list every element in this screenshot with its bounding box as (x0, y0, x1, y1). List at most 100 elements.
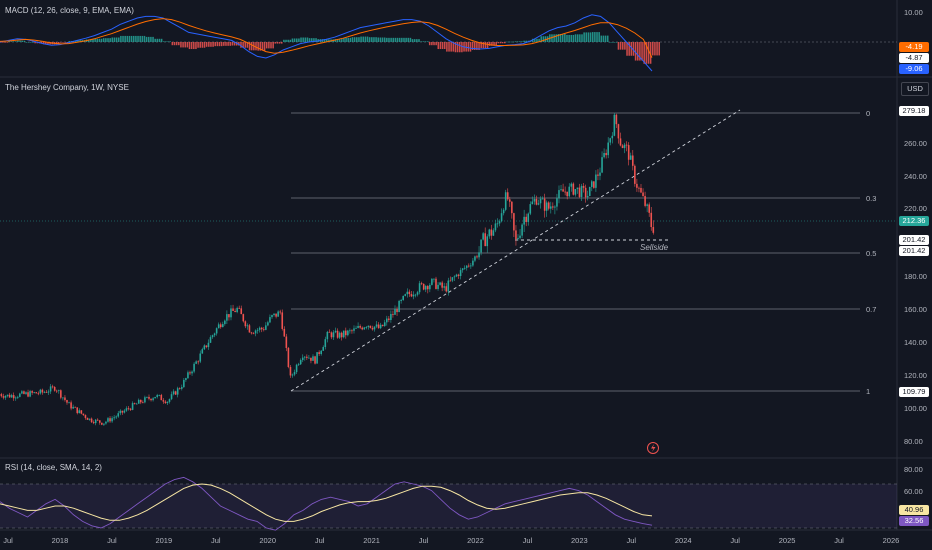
candle-body (472, 260, 474, 266)
candle-body (76, 407, 79, 414)
candle-body (178, 388, 181, 390)
candle-body (0, 394, 3, 397)
macd-histogram-bar (10, 41, 13, 42)
currency-button[interactable]: USD (901, 82, 929, 96)
last-price-badge: 212.36 (899, 216, 929, 226)
candle-body (273, 313, 275, 316)
candle-body (408, 291, 411, 295)
price-axis-label: 80.00 (904, 437, 923, 446)
candle-body (545, 202, 548, 211)
macd-histogram-bar (92, 39, 94, 42)
macd-histogram-bar (141, 35, 144, 42)
time-axis-label: 2026 (883, 536, 900, 545)
macd-title[interactable]: MACD (12, 26, close, 9, EMA, EMA) (5, 6, 134, 15)
symbol-title[interactable]: The Hershey Company, 1W, NYSE (5, 83, 129, 92)
macd-histogram-bar (79, 40, 81, 42)
candle-body (320, 350, 322, 354)
time-axis-label: Jul (834, 536, 844, 545)
candle-body (230, 308, 232, 318)
candle-body (379, 324, 382, 329)
candle-body (168, 399, 171, 402)
candle-body (383, 322, 386, 327)
macd-histogram-bar (182, 42, 184, 48)
candle-body (57, 390, 60, 392)
macd-histogram-bar (394, 37, 397, 42)
macd-histogram-bar (407, 37, 410, 42)
macd-histogram-bar (508, 41, 510, 43)
macd-histogram-bar (310, 38, 313, 42)
macd-histogram-bar (579, 34, 581, 42)
macd-histogram-bar (379, 37, 382, 42)
macd-histogram-bar (218, 42, 221, 47)
candle-body (381, 324, 384, 327)
candle-body (599, 172, 601, 176)
macd-histogram-bar (45, 42, 47, 45)
macd-histogram-bar (443, 42, 446, 50)
candle-body (338, 332, 341, 338)
macd-histogram-bar (568, 34, 570, 42)
candle-body (234, 310, 236, 313)
candle-body (400, 299, 402, 301)
candle-body (119, 410, 122, 414)
candle-body (21, 391, 23, 394)
macd-histogram-bar (188, 42, 191, 50)
flash-icon-bolt (651, 444, 656, 452)
candle-body (433, 278, 435, 280)
time-axis-label: Jul (730, 536, 740, 545)
macd-histogram-bar (220, 42, 223, 47)
sellside-price-badge-a: 201.42 (899, 235, 929, 245)
candle-body (137, 399, 140, 404)
candle-body (476, 256, 478, 258)
macd-histogram-bar (105, 38, 107, 42)
candle-body (416, 292, 419, 295)
candle-body (275, 313, 277, 317)
candle-body (103, 423, 105, 425)
macd-histogram-bar (270, 42, 272, 49)
macd-histogram-bar (499, 42, 502, 44)
macd-histogram-bar (409, 37, 412, 42)
candle-body (334, 330, 337, 333)
macd-histogram-bar (585, 32, 588, 42)
macd-histogram-bar (428, 42, 431, 46)
macd-histogram-bar (90, 39, 92, 42)
macd-histogram-bar (336, 39, 339, 42)
candle-body (369, 325, 372, 328)
rsi-sma-badge: 40.96 (899, 505, 929, 515)
macd-histogram-bar (68, 41, 71, 42)
macd-histogram-bar (132, 35, 135, 42)
candle-body (502, 209, 505, 214)
macd-histogram-bar (23, 40, 26, 42)
candle-body (27, 392, 29, 397)
macd-histogram-bar (293, 38, 296, 42)
macd-histogram-bar (107, 38, 109, 42)
macd-histogram-bar (358, 37, 360, 42)
candle-body (232, 308, 234, 311)
candle-body (443, 286, 445, 288)
macd-histogram-bar (238, 42, 240, 46)
candle-body (449, 280, 452, 282)
candle-body (539, 198, 542, 204)
macd-histogram-bar (594, 32, 596, 42)
fib-level-label: 0.3 (866, 194, 876, 203)
candle-body (576, 187, 579, 190)
candle-body (445, 286, 448, 292)
candle-body (80, 410, 83, 414)
candle-body (129, 408, 132, 410)
macd-histogram-bar (377, 37, 380, 42)
candle-body (279, 311, 281, 313)
macd-histogram-bar (512, 41, 515, 43)
candle-body (486, 236, 489, 247)
rsi-title[interactable]: RSI (14, close, SMA, 14, 2) (5, 463, 102, 472)
macd-histogram-bar (27, 42, 30, 43)
candle-body (246, 325, 249, 327)
macd-histogram-bar (606, 35, 609, 42)
price-axis-label: 240.00 (904, 172, 927, 181)
candle-body (392, 314, 394, 315)
macd-histogram-bar (454, 42, 457, 53)
time-axis-label: 2025 (779, 536, 796, 545)
macd-histogram-bar (437, 42, 440, 50)
macd-histogram-bar (190, 42, 193, 50)
macd-histogram-bar (465, 42, 467, 52)
